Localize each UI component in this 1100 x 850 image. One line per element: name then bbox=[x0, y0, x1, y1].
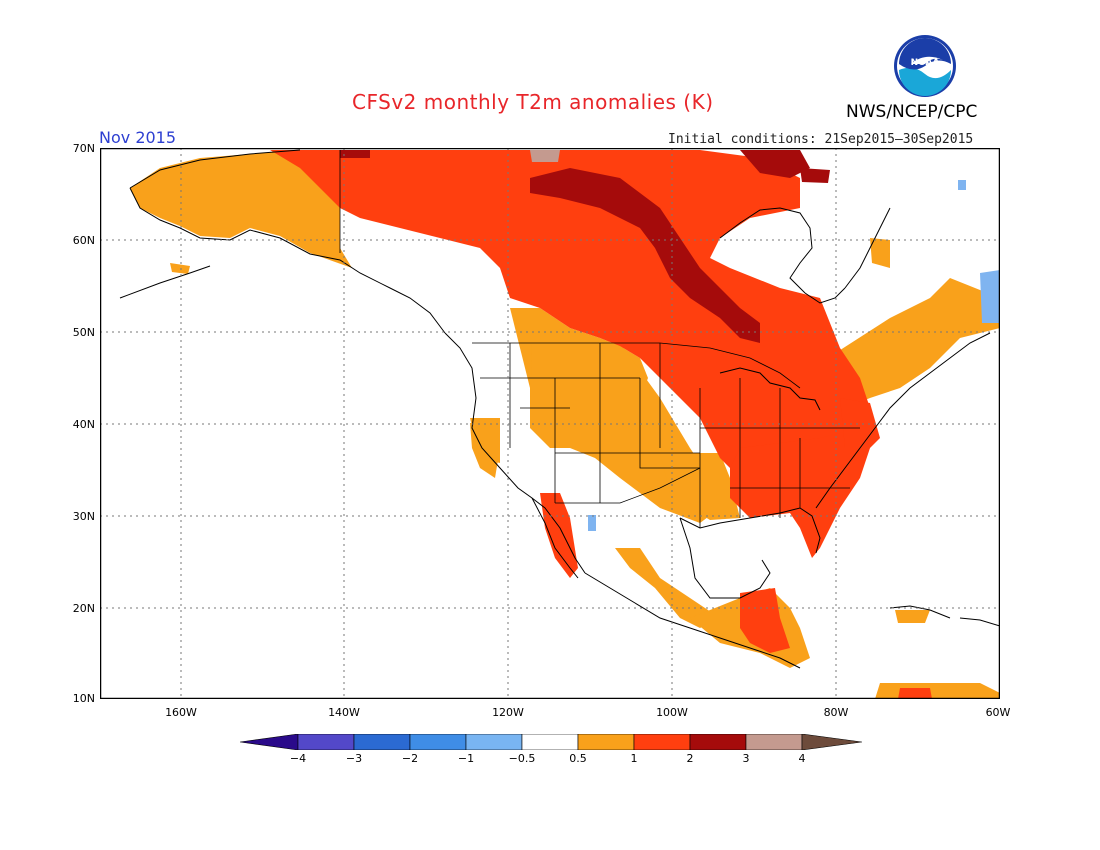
lon-label: 160W bbox=[165, 706, 197, 719]
anomaly-2-3-regions bbox=[340, 150, 830, 343]
forecast-month: Nov 2015 bbox=[99, 128, 177, 147]
colorbar-label: −3 bbox=[345, 752, 363, 765]
lon-label: 80W bbox=[823, 706, 849, 719]
coastlines bbox=[119, 149, 1001, 669]
colorbar-label: −0.5 bbox=[508, 752, 536, 765]
lon-label: 100W bbox=[656, 706, 688, 719]
colorbar-label: 2 bbox=[686, 752, 694, 765]
noaa-logo-icon: NOAA bbox=[894, 35, 956, 97]
svg-text:NOAA: NOAA bbox=[911, 58, 940, 68]
graticule bbox=[100, 148, 1000, 699]
initial-conditions: Initial conditions: 21Sep2015–30Sep2015 bbox=[668, 132, 974, 147]
lat-label: 50N bbox=[72, 326, 95, 339]
map-title: CFSv2 monthly T2m anomalies (K) bbox=[352, 90, 714, 114]
colorbar-label: 4 bbox=[798, 752, 806, 765]
colorbar-label: −1 bbox=[457, 752, 475, 765]
colorbar bbox=[240, 734, 862, 750]
lon-label: 60W bbox=[985, 706, 1011, 719]
lon-label: 120W bbox=[492, 706, 524, 719]
lon-label: 140W bbox=[328, 706, 360, 719]
org-label: NWS/NCEP/CPC bbox=[846, 102, 978, 122]
lat-label: 60N bbox=[72, 234, 95, 247]
colorbar-arrow-low bbox=[240, 734, 299, 750]
lat-label: 40N bbox=[72, 418, 95, 431]
colorbar-label: 3 bbox=[742, 752, 750, 765]
anomaly-map bbox=[99, 147, 1001, 700]
lat-label: 70N bbox=[72, 142, 95, 155]
anomaly-neg-regions bbox=[588, 180, 1000, 531]
lat-label: 20N bbox=[72, 602, 95, 615]
colorbar-label: −4 bbox=[289, 752, 307, 765]
colorbar-label: −2 bbox=[401, 752, 419, 765]
political-borders bbox=[339, 150, 860, 528]
colorbar-label: 1 bbox=[630, 752, 638, 765]
colorbar-arrow-high bbox=[801, 734, 862, 750]
anomaly-3-4-regions bbox=[530, 150, 560, 162]
lat-label: 30N bbox=[72, 510, 95, 523]
colorbar-label: 0.5 bbox=[569, 752, 587, 765]
lat-label: 10N bbox=[72, 692, 95, 705]
